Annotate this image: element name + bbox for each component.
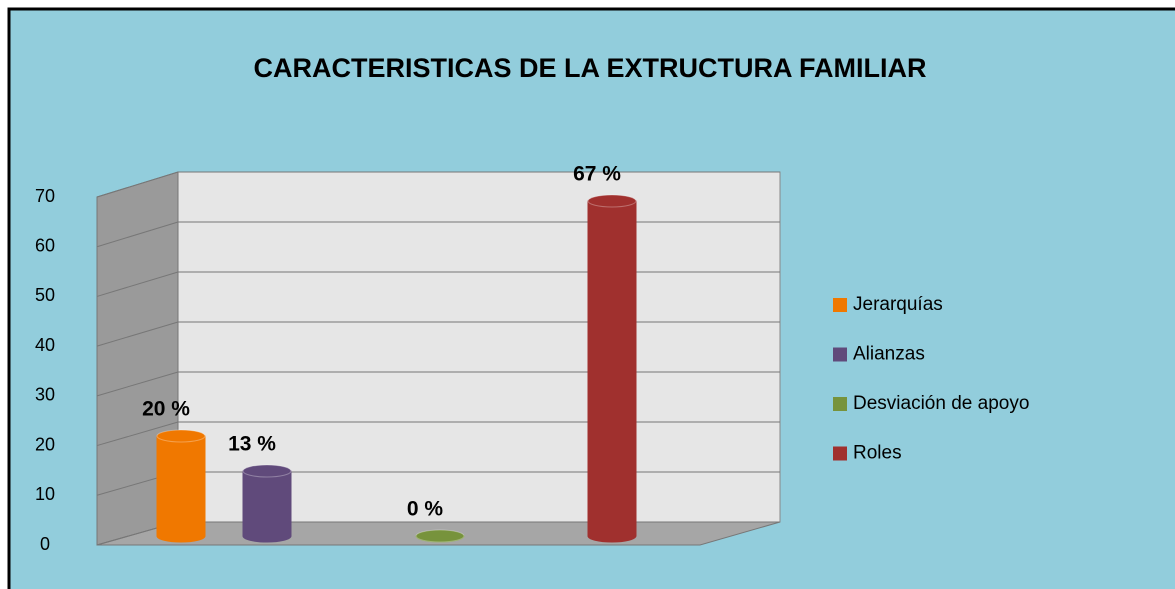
chart-title: CARACTERISTICAS DE LA EXTRUCTURA FAMILIA… [254,53,927,83]
legend-label: Desviación de apoyo [853,393,1029,414]
y-tick-label: 10 [35,484,55,504]
grid-line [96,371,179,397]
bar [587,200,637,543]
legend-swatch [833,397,847,411]
legend-label: Alianzas [853,344,925,365]
grid-line [96,271,179,297]
grid-line [96,321,179,347]
legend-swatch [833,347,847,362]
grid-line [96,171,179,198]
bar-shade [243,471,291,542]
legend-swatch [833,446,847,461]
bar-top [415,529,465,543]
bar-shade [588,201,636,542]
y-tick-label: 30 [35,385,55,405]
legend-swatch [833,298,847,312]
y-tick-label: 60 [35,235,55,255]
y-tick-label: 0 [40,534,50,554]
grid-line [96,421,179,447]
legend-label: Jerarquías [853,294,943,315]
bar-top [587,194,637,208]
value-label: 13 % [228,433,276,456]
value-label: 20 % [142,398,190,421]
legend-label: Roles [853,443,902,464]
y-tick-label: 50 [35,285,55,305]
value-label: 67 % [573,163,621,186]
bar-top [242,464,292,478]
y-tick-label: 40 [35,335,55,355]
bar-shade [157,436,205,542]
grid-line [96,221,179,248]
value-label: 0 % [407,498,444,521]
bar-top [156,429,206,443]
y-tick-label: 20 [35,434,55,454]
bar [242,470,292,543]
y-tick-label: 70 [35,186,55,206]
bar [156,435,206,543]
